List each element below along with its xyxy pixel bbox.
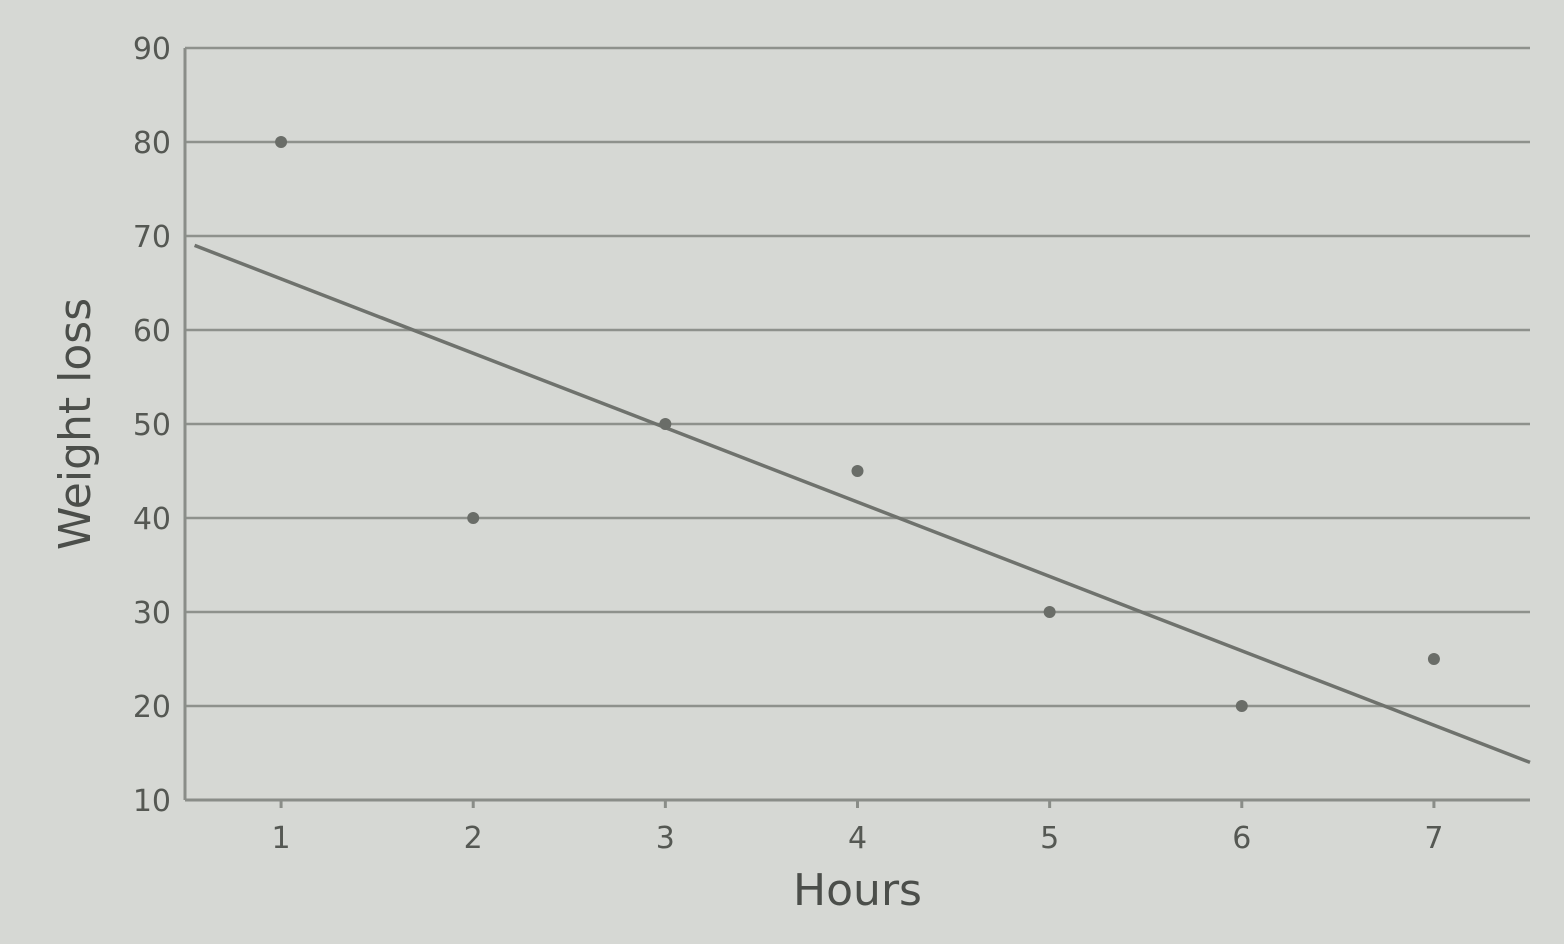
y-tick-label: 30 (133, 596, 171, 631)
x-tick-label: 4 (848, 821, 867, 856)
x-tick-label: 6 (1232, 821, 1251, 856)
data-point (467, 512, 480, 524)
y-axis-title: Weight loss (50, 298, 101, 550)
data-point (1235, 700, 1248, 712)
y-tick-label: 70 (133, 220, 171, 255)
trend-line (193, 243, 1531, 765)
y-tick-label: 20 (133, 690, 171, 725)
y-tick-label: 90 (133, 32, 171, 67)
data-point (275, 136, 288, 148)
grid-lines (185, 46, 1530, 708)
x-axis-title: Hours (793, 865, 922, 916)
y-tick-label: 50 (133, 408, 171, 443)
x-tick-label: 7 (1424, 821, 1443, 856)
x-tick-label: 5 (1040, 821, 1059, 856)
x-tick-label: 3 (656, 821, 675, 856)
axes (183, 48, 1530, 808)
trend-line-layer (193, 243, 1531, 765)
data-point (1427, 653, 1440, 665)
data-point (851, 465, 864, 477)
y-tick-label: 40 (133, 502, 171, 537)
x-tick-label: 2 (464, 821, 483, 856)
y-tick-label: 10 (133, 784, 171, 819)
tick-labels: 10 20 30 40 50 60 70 80 90 1 2 3 4 5 6 7 (133, 32, 1444, 856)
data-point (1043, 606, 1056, 618)
data-points (275, 136, 1440, 712)
data-point (659, 418, 672, 430)
y-tick-label: 80 (133, 126, 171, 161)
y-tick-label: 60 (133, 314, 171, 349)
x-tick-label: 1 (272, 821, 291, 856)
